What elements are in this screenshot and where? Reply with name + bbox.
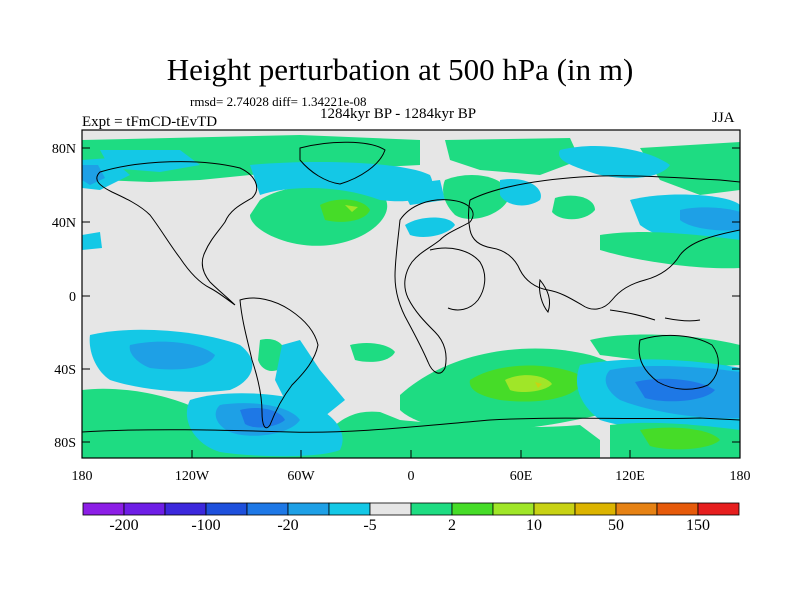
colorbar-label: -100 xyxy=(191,517,220,534)
colorbar-swatch xyxy=(328,502,371,516)
colorbar-label: -20 xyxy=(277,517,298,534)
colorbar xyxy=(82,502,740,516)
season-label: JJA xyxy=(712,110,735,126)
x-tick-label: 180 xyxy=(72,469,93,484)
colorbar-label: 50 xyxy=(608,517,624,534)
colorbar-label: 150 xyxy=(686,517,710,534)
colorbar-swatch xyxy=(164,502,207,516)
x-tick-label: 60W xyxy=(287,469,315,484)
colorbar-swatch xyxy=(410,502,453,516)
x-tick-label: 0 xyxy=(408,469,415,484)
x-tick-label: 120W xyxy=(175,469,210,484)
colorbar-swatch xyxy=(451,502,494,516)
colorbar-label: 2 xyxy=(448,517,456,534)
colorbar-swatch xyxy=(533,502,576,516)
colorbar-label: -5 xyxy=(363,517,376,534)
colorbar-swatch xyxy=(246,502,289,516)
y-tick-label: 0 xyxy=(69,290,76,305)
colorbar-swatch xyxy=(123,502,166,516)
colorbar-swatch xyxy=(656,502,699,516)
contour-fill xyxy=(82,135,740,458)
x-tick-label: 180 xyxy=(730,469,751,484)
experiment-label: Expt = tFmCD-tEvTD xyxy=(82,114,218,130)
coastlines xyxy=(82,141,740,433)
period-label: 1284kyr BP - 1284kyr BP xyxy=(320,106,477,122)
colorbar-swatch xyxy=(287,502,330,516)
axis-ticks xyxy=(81,147,741,458)
colorbar-swatch xyxy=(615,502,658,516)
stats-line: rmsd= 2.74028 diff= 1.34221e-08 xyxy=(190,94,367,109)
colorbar-label: 10 xyxy=(526,517,542,534)
x-tick-label: 120E xyxy=(615,469,645,484)
y-tick-label: 40S xyxy=(54,363,76,378)
y-tick-label: 40N xyxy=(52,216,76,231)
y-tick-label: 80N xyxy=(52,142,76,157)
y-tick-label: 80S xyxy=(54,436,76,451)
colorbar-swatch xyxy=(369,502,412,516)
x-tick-label: 60E xyxy=(510,469,533,484)
colorbar-swatch xyxy=(205,502,248,516)
colorbar-swatch xyxy=(82,502,125,516)
colorbar-swatch xyxy=(697,502,740,516)
colorbar-swatch xyxy=(492,502,535,516)
colorbar-label: -200 xyxy=(109,517,138,534)
colorbar-swatch xyxy=(574,502,617,516)
chart-title: Height perturbation at 500 hPa (in m) xyxy=(166,52,634,87)
